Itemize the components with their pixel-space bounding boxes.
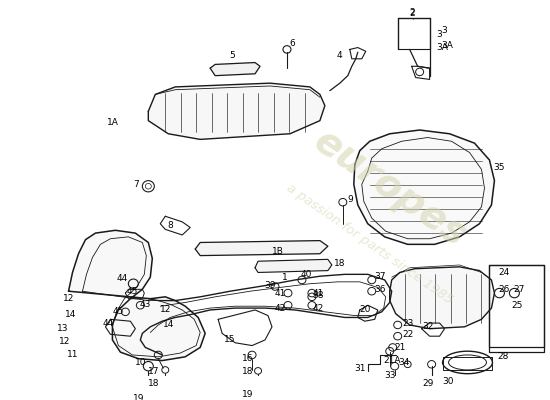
Text: 21A: 21A bbox=[383, 356, 400, 365]
Text: 9: 9 bbox=[347, 195, 353, 204]
Text: 8: 8 bbox=[167, 221, 173, 230]
Text: 23: 23 bbox=[402, 318, 414, 328]
Text: 12: 12 bbox=[160, 306, 171, 314]
Polygon shape bbox=[195, 241, 328, 256]
Polygon shape bbox=[148, 83, 325, 139]
Text: 38: 38 bbox=[312, 291, 323, 300]
Text: 3A: 3A bbox=[442, 41, 454, 50]
Text: 19: 19 bbox=[133, 394, 144, 400]
Text: 10: 10 bbox=[135, 358, 146, 367]
Text: 3: 3 bbox=[442, 26, 448, 35]
Text: 35: 35 bbox=[494, 163, 505, 172]
Text: 2: 2 bbox=[410, 9, 415, 18]
Text: 12: 12 bbox=[59, 337, 70, 346]
Text: 40: 40 bbox=[300, 270, 312, 279]
Text: europes: europes bbox=[306, 122, 473, 254]
Text: 22: 22 bbox=[402, 330, 413, 339]
Text: 41: 41 bbox=[312, 288, 323, 298]
Text: 3: 3 bbox=[437, 30, 442, 39]
Text: 44: 44 bbox=[117, 274, 128, 282]
Text: 11: 11 bbox=[67, 350, 78, 360]
Text: 2: 2 bbox=[410, 8, 415, 17]
Text: 1A: 1A bbox=[107, 118, 118, 127]
Text: 39: 39 bbox=[264, 281, 276, 290]
Text: 34: 34 bbox=[398, 358, 409, 367]
Polygon shape bbox=[390, 267, 494, 329]
Polygon shape bbox=[69, 230, 205, 360]
Text: 5: 5 bbox=[229, 50, 235, 60]
Text: 29: 29 bbox=[422, 378, 433, 388]
Text: 20: 20 bbox=[359, 306, 371, 314]
Text: 14: 14 bbox=[65, 310, 76, 319]
Text: 7: 7 bbox=[134, 180, 139, 189]
Text: 27: 27 bbox=[514, 285, 525, 294]
Text: 44: 44 bbox=[103, 318, 114, 328]
Text: 42: 42 bbox=[274, 304, 285, 312]
Text: 12: 12 bbox=[63, 294, 74, 303]
Text: 6: 6 bbox=[289, 39, 295, 48]
Text: 13: 13 bbox=[57, 324, 68, 333]
Text: 43: 43 bbox=[140, 300, 151, 309]
Text: 41: 41 bbox=[274, 288, 285, 298]
Text: 37: 37 bbox=[374, 272, 386, 281]
Text: 18: 18 bbox=[147, 378, 159, 388]
Text: 28: 28 bbox=[498, 352, 509, 361]
Text: 3A: 3A bbox=[437, 43, 448, 52]
Text: 42: 42 bbox=[312, 304, 323, 312]
Text: 16: 16 bbox=[243, 354, 254, 363]
Text: 15: 15 bbox=[224, 336, 236, 344]
Text: 1B: 1B bbox=[272, 247, 284, 256]
Text: 18: 18 bbox=[334, 258, 345, 268]
Text: 19: 19 bbox=[243, 390, 254, 399]
Text: 21: 21 bbox=[394, 343, 405, 352]
Text: 36: 36 bbox=[374, 285, 386, 294]
Text: 32: 32 bbox=[422, 322, 433, 331]
Text: 14: 14 bbox=[163, 320, 174, 328]
Text: 26: 26 bbox=[499, 285, 510, 294]
Text: 1: 1 bbox=[282, 273, 288, 282]
Text: 33: 33 bbox=[384, 371, 395, 380]
Text: 4: 4 bbox=[337, 50, 343, 60]
Text: 25: 25 bbox=[512, 301, 523, 310]
Polygon shape bbox=[354, 130, 494, 244]
Text: 30: 30 bbox=[442, 377, 453, 386]
Polygon shape bbox=[210, 62, 260, 76]
Text: 17: 17 bbox=[147, 367, 159, 376]
Text: 45: 45 bbox=[113, 307, 124, 316]
Text: 45: 45 bbox=[126, 287, 138, 296]
Polygon shape bbox=[255, 259, 332, 272]
Text: 31: 31 bbox=[354, 364, 366, 372]
Text: 18: 18 bbox=[243, 367, 254, 376]
Text: a passion for parts since 1985: a passion for parts since 1985 bbox=[284, 182, 455, 307]
Text: 24: 24 bbox=[499, 268, 510, 277]
